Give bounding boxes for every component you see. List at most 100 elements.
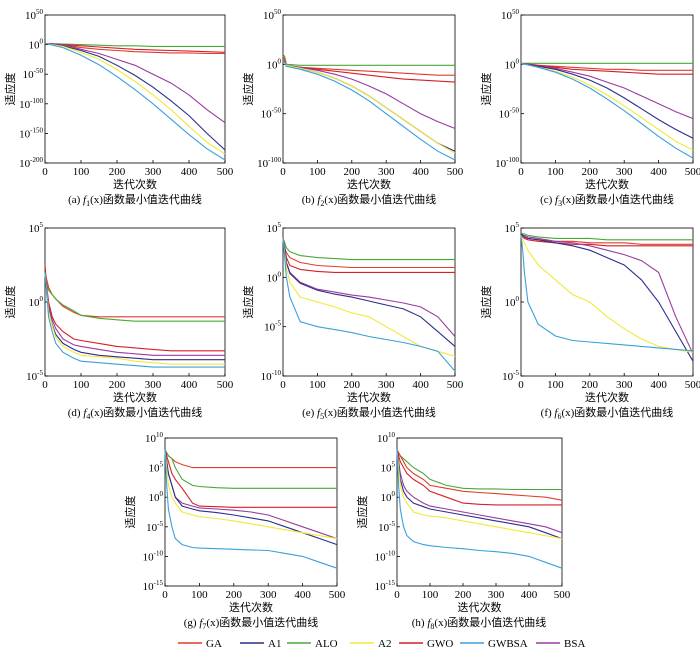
x-tick-label: 200 bbox=[455, 589, 472, 601]
series-line-a2 bbox=[396, 449, 563, 540]
chart-panel-5: 0 100 200 300 400 500 105 100 10-5 10-10 适应度迭代次数(e… bbox=[241, 221, 464, 421]
y-axis-label: 适应度 bbox=[479, 286, 493, 319]
x-tick-label: 300 bbox=[260, 589, 277, 601]
series-line-gwo bbox=[282, 237, 455, 273]
chart-panel-1: 0 100 200 300 400 500 1050 100 10-50 10-100 10-150… bbox=[3, 8, 234, 208]
y-tick-label: 100 bbox=[29, 38, 44, 52]
series-line-alo bbox=[396, 449, 562, 491]
y-tick-label: 1050 bbox=[501, 8, 520, 22]
series-line-gwo bbox=[520, 62, 693, 75]
x-tick-label: 500 bbox=[217, 166, 234, 178]
series-line-a2 bbox=[520, 62, 694, 151]
x-tick-label: 0 bbox=[518, 379, 524, 391]
chart-panel-2: 0 100 200 300 400 500 1050 100 10-50 10-100 适应度迭代次… bbox=[241, 8, 464, 208]
series-line-a1 bbox=[520, 62, 694, 139]
series-line-a1 bbox=[44, 272, 225, 361]
x-tick-label: 0 bbox=[394, 589, 400, 601]
x-tick-label: 300 bbox=[145, 166, 162, 178]
x-tick-label: 100 bbox=[73, 166, 90, 178]
x-tick-label: 0 bbox=[518, 166, 524, 178]
x-tick-label: 0 bbox=[42, 379, 48, 391]
x-tick-label: 500 bbox=[217, 379, 234, 391]
x-axis-label: 迭代次数 bbox=[113, 390, 157, 404]
y-tick-label: 10-200 bbox=[19, 156, 43, 170]
y-axis-label: 适应度 bbox=[241, 73, 255, 106]
series-line-ga bbox=[396, 449, 563, 501]
series-line-gwbsa bbox=[44, 272, 225, 368]
y-tick-label: 10-5 bbox=[26, 369, 43, 383]
y-tick-label: 1010 bbox=[145, 431, 164, 445]
series-line-ga bbox=[520, 233, 693, 245]
legend: GA A1 ALO A2 GWO GWBSA BSA bbox=[178, 638, 585, 650]
series-line-gwo bbox=[44, 42, 226, 53]
y-tick-label: 100 bbox=[505, 295, 520, 309]
x-tick-label: 300 bbox=[145, 379, 162, 391]
series-line-alo bbox=[282, 237, 455, 261]
panel-caption: (a) f1(x)函数最小值迭代曲线 bbox=[68, 192, 202, 208]
y-tick-label: 10-100 bbox=[495, 156, 519, 170]
panel-caption: (b) f2(x)函数最小值迭代曲线 bbox=[302, 192, 436, 208]
x-tick-label: 500 bbox=[685, 379, 700, 391]
x-tick-label: 100 bbox=[422, 589, 439, 601]
series-line-gwo bbox=[396, 449, 562, 506]
series-line-a1 bbox=[44, 42, 226, 151]
x-axis-label: 迭代次数 bbox=[229, 600, 273, 614]
y-tick-label: 105 bbox=[29, 221, 44, 235]
series-line-a1 bbox=[282, 237, 456, 347]
y-axis-label: 适应度 bbox=[241, 286, 255, 319]
y-tick-label: 100 bbox=[505, 57, 520, 71]
series-line-a1 bbox=[164, 449, 338, 546]
x-axis-label: 迭代次数 bbox=[347, 390, 391, 404]
legend-label-a2: A2 bbox=[378, 638, 391, 650]
y-tick-label: 10-10 bbox=[143, 549, 164, 563]
y-tick-label: 10-15 bbox=[143, 579, 164, 593]
chart-panel-7: 0 100 200 300 400 500 1010 105 100 10-5 10-10 10-15… bbox=[123, 431, 346, 631]
y-tick-label: 100 bbox=[267, 270, 282, 284]
x-tick-label: 200 bbox=[226, 589, 243, 601]
y-tick-label: 10-50 bbox=[261, 107, 282, 121]
y-axis-label: 适应度 bbox=[3, 73, 17, 106]
x-tick-label: 200 bbox=[582, 379, 599, 391]
y-tick-label: 105 bbox=[505, 221, 520, 235]
y-tick-label: 10-5 bbox=[146, 520, 163, 534]
x-tick-label: 100 bbox=[547, 166, 564, 178]
plot-frame bbox=[164, 437, 338, 587]
series-line-bsa bbox=[520, 62, 694, 120]
series-line-gwbsa bbox=[520, 62, 694, 159]
x-tick-label: 400 bbox=[650, 166, 667, 178]
series-line-gwo bbox=[164, 449, 337, 508]
series-line-a2 bbox=[520, 235, 694, 353]
x-axis-label: 迭代次数 bbox=[585, 390, 629, 404]
x-tick-label: 300 bbox=[616, 379, 633, 391]
series-line-alo bbox=[44, 272, 225, 322]
plot-frame bbox=[520, 14, 694, 164]
y-tick-label: 10-5 bbox=[264, 320, 281, 334]
series-line-alo bbox=[44, 42, 225, 47]
x-tick-label: 500 bbox=[329, 589, 346, 601]
series-line-gwbsa bbox=[164, 449, 338, 569]
series-line-ga bbox=[44, 272, 225, 318]
x-tick-label: 100 bbox=[191, 589, 208, 601]
y-tick-label: 10-5 bbox=[502, 369, 519, 383]
x-tick-label: 100 bbox=[309, 166, 326, 178]
series-line-alo bbox=[282, 54, 455, 66]
y-tick-label: 10-150 bbox=[19, 126, 43, 140]
x-tick-label: 0 bbox=[42, 166, 48, 178]
plot-frame bbox=[282, 227, 456, 377]
plot-frame bbox=[44, 14, 226, 164]
panel-caption: (c) f3(x)函数最小值迭代曲线 bbox=[540, 192, 674, 208]
series-line-gwbsa bbox=[520, 235, 694, 352]
y-tick-label: 10-100 bbox=[257, 156, 281, 170]
legend-label-gwo: GWO bbox=[427, 638, 453, 650]
x-tick-label: 0 bbox=[280, 166, 286, 178]
series-line-gwbsa bbox=[282, 60, 456, 161]
x-axis-label: 迭代次数 bbox=[458, 600, 502, 614]
series-line-ga bbox=[520, 62, 693, 71]
x-tick-label: 300 bbox=[616, 166, 633, 178]
series-line-gwo bbox=[44, 264, 225, 352]
x-tick-label: 500 bbox=[447, 379, 464, 391]
y-tick-label: 100 bbox=[29, 295, 44, 309]
x-tick-label: 400 bbox=[181, 166, 198, 178]
